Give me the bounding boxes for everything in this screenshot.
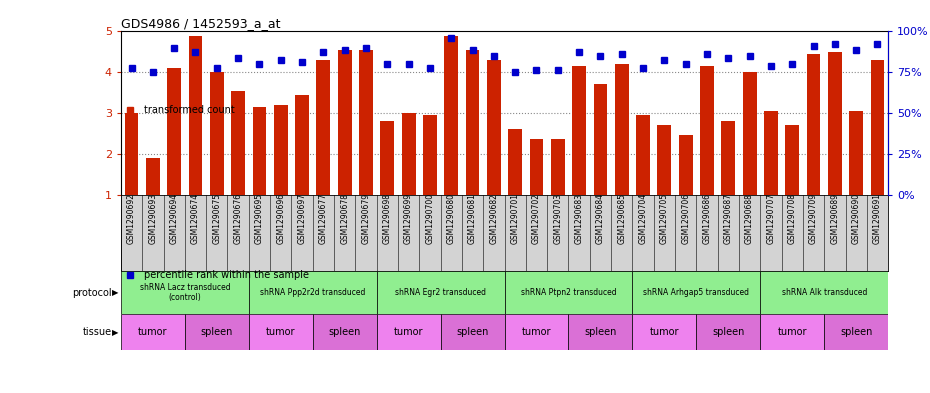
Text: tumor: tumor [650, 327, 679, 337]
Bar [806, 54, 820, 195]
Bar [232, 90, 245, 195]
Text: spleen: spleen [584, 327, 617, 337]
Text: shRNA Ptpn2 transduced: shRNA Ptpn2 transduced [521, 288, 617, 297]
Text: shRNA Alk transduced: shRNA Alk transduced [781, 288, 867, 297]
Bar [487, 60, 500, 195]
Bar [849, 111, 863, 195]
Bar [377, 271, 504, 314]
Bar [185, 314, 248, 350]
Text: spleen: spleen [457, 327, 489, 337]
Bar [722, 121, 736, 195]
Bar [189, 35, 203, 195]
Bar [551, 140, 565, 195]
Bar [248, 314, 312, 350]
Bar [312, 314, 377, 350]
Bar [423, 115, 437, 195]
Bar [760, 314, 824, 350]
Text: tissue: tissue [83, 327, 112, 337]
Bar [572, 66, 586, 195]
Text: tumor: tumor [522, 327, 551, 337]
Bar [248, 271, 377, 314]
Bar [295, 95, 309, 195]
Bar [441, 314, 504, 350]
Bar [593, 84, 607, 195]
Bar [679, 136, 693, 195]
Bar [824, 314, 888, 350]
Bar [697, 314, 760, 350]
Bar [402, 113, 416, 195]
Bar [870, 60, 884, 195]
Bar [146, 158, 160, 195]
Bar [504, 314, 568, 350]
Bar [764, 111, 777, 195]
Bar [338, 50, 352, 195]
Bar [632, 314, 697, 350]
Text: ▶: ▶ [112, 288, 118, 297]
Bar [377, 314, 441, 350]
Bar [632, 271, 760, 314]
Text: shRNA Egr2 transduced: shRNA Egr2 transduced [395, 288, 486, 297]
Bar [504, 271, 632, 314]
Bar [210, 72, 224, 195]
Bar [828, 52, 842, 195]
Text: transformed count: transformed count [144, 105, 235, 115]
Text: shRNA Arhgap5 transduced: shRNA Arhgap5 transduced [644, 288, 750, 297]
Text: shRNA Ppp2r2d transduced: shRNA Ppp2r2d transduced [260, 288, 365, 297]
Bar [529, 140, 543, 195]
Bar [658, 125, 671, 195]
Bar [125, 113, 139, 195]
Text: spleen: spleen [328, 327, 361, 337]
Bar [359, 50, 373, 195]
Text: spleen: spleen [201, 327, 233, 337]
Bar [568, 314, 632, 350]
Text: spleen: spleen [712, 327, 745, 337]
Bar [509, 129, 522, 195]
Bar [700, 66, 714, 195]
Text: tumor: tumor [777, 327, 807, 337]
Bar [743, 72, 756, 195]
Bar [636, 115, 650, 195]
Text: spleen: spleen [840, 327, 872, 337]
Text: GDS4986 / 1452593_a_at: GDS4986 / 1452593_a_at [121, 17, 281, 30]
Bar [615, 64, 629, 195]
Text: percentile rank within the sample: percentile rank within the sample [144, 270, 309, 280]
Bar [760, 271, 888, 314]
Bar [445, 35, 458, 195]
Bar [380, 121, 394, 195]
Text: ▶: ▶ [112, 328, 118, 336]
Bar [167, 68, 181, 195]
Bar [253, 107, 266, 195]
Bar [466, 50, 480, 195]
Bar [316, 60, 330, 195]
Bar [273, 105, 287, 195]
Text: protocol: protocol [72, 288, 112, 298]
Text: tumor: tumor [266, 327, 296, 337]
Text: tumor: tumor [139, 327, 167, 337]
Bar [121, 314, 185, 350]
Bar [785, 125, 799, 195]
Text: tumor: tumor [394, 327, 423, 337]
Text: shRNA Lacz transduced
(control): shRNA Lacz transduced (control) [140, 283, 230, 303]
Bar [121, 271, 248, 314]
